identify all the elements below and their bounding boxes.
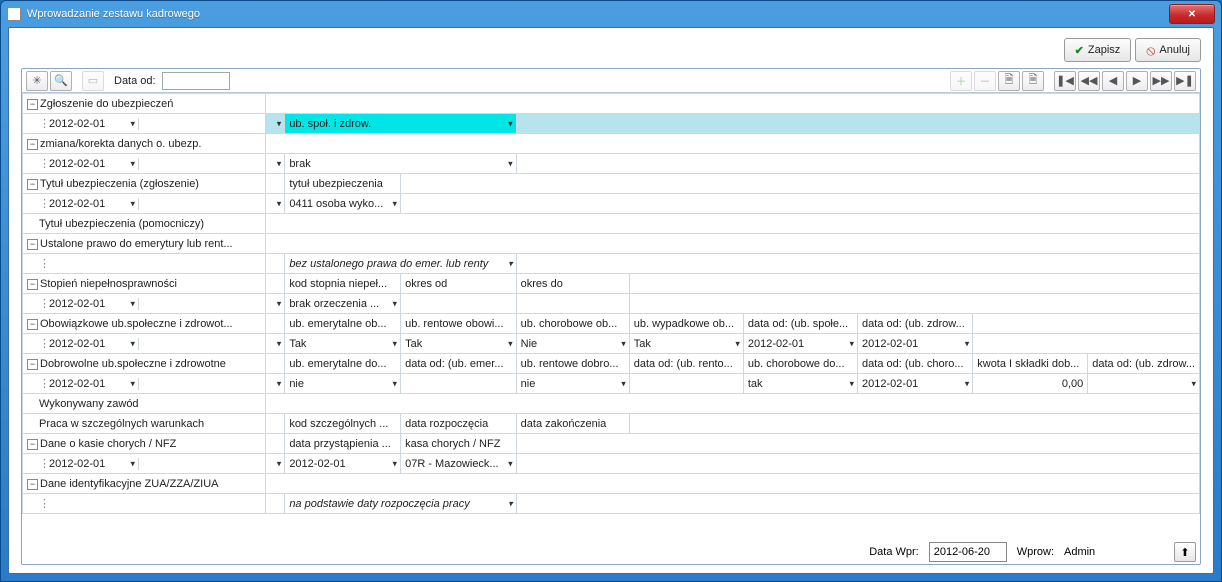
remove-icon[interactable]: － [974,71,996,91]
panel-footer: Data Wpr: 2012-06-20 Wprow: Admin ⬆ [22,536,1200,564]
data-row: ⋮2012-02-01 brak orzeczenia ... [23,294,1200,314]
section-row: −Dobrowolne ub.społeczne i zdrowotne ub.… [23,354,1200,374]
data-row: ⋮ na podstawie daty rozpoczęcia pracy [23,494,1200,514]
section-row: −Ustalone prawo do emerytury lub rent... [23,234,1200,254]
value-cell[interactable]: ub. społ. i zdrow. [285,114,516,134]
section-row: −zmiana/korekta danych o. ubezp. [23,134,1200,154]
wprow-label: Wprow: [1017,546,1054,558]
section-row: Tytuł ubezpieczenia (pomocniczy) [23,214,1200,234]
window-frame: Wprowadzanie zestawu kadrowego ✕ ✔ Zapis… [0,0,1222,582]
titlebar[interactable]: Wprowadzanie zestawu kadrowego ✕ [1,1,1221,27]
zoom-icon[interactable]: 🔍 [50,71,72,91]
save-label: Zapisz [1088,44,1120,56]
cancel-label: Anuluj [1159,44,1190,56]
nav-last[interactable]: ▶❚ [1174,71,1196,91]
data-row: ⋮2012-02-01 brak [23,154,1200,174]
action-bar: ✔ Zapisz ⦸ Anuluj [21,38,1201,62]
section-row: −Dane o kasie chorych / NFZ data przystą… [23,434,1200,454]
wprow-value: Admin [1064,546,1124,558]
data-wpr-label: Data Wpr: [869,546,919,558]
data-grid[interactable]: −Zgłoszenie do ubezpieczeń ⋮2012-02-01 u… [22,93,1200,536]
data-row: ⋮2012-02-01 0411 osoba wyko... [23,194,1200,214]
data-wpr-input[interactable]: 2012-06-20 [929,542,1007,562]
nav-nextpage[interactable]: ▶▶ [1150,71,1172,91]
dropdown[interactable] [266,114,285,134]
date-from-label: Data od: [114,75,156,87]
section-row: Praca w szczególnych warunkach kod szcze… [23,414,1200,434]
prohibit-icon: ⦸ [1146,42,1155,59]
section-label[interactable]: −Zgłoszenie do ubezpieczeń [23,94,266,114]
nav-prevpage[interactable]: ◀◀ [1078,71,1100,91]
section-row: −Dane identyfikacyjne ZUA/ZZA/ZIUA [23,474,1200,494]
cancel-button[interactable]: ⦸ Anuluj [1135,38,1201,62]
settings-icon[interactable]: ✳ [26,71,48,91]
section-row: −Tytuł ubezpieczenia (zgłoszenie) tytuł … [23,174,1200,194]
date-cell[interactable]: 2012-02-01 [49,118,139,130]
add-icon[interactable]: ＋ [950,71,972,91]
client-area: ✔ Zapisz ⦸ Anuluj ✳ 🔍 ▭ Data od: ＋ － 🗎 🗎 [8,27,1214,574]
section-row: Wykonywany zawód [23,394,1200,414]
data-row: ⋮ bez ustalonego prawa do emer. lub rent… [23,254,1200,274]
data-row: ⋮2012-02-01 ub. społ. i zdrow. [23,114,1200,134]
page-icon-2[interactable]: 🗎 [1022,71,1044,91]
nav-next[interactable]: ▶ [1126,71,1148,91]
window-title: Wprowadzanie zestawu kadrowego [27,8,1169,20]
scroll-up-button[interactable]: ⬆ [1174,542,1196,562]
nav-first[interactable]: ❚◀ [1054,71,1076,91]
data-row: ⋮2012-02-01 Tak Tak Nie Tak 2012-02-01 2… [23,334,1200,354]
date-from-input[interactable] [162,72,230,90]
close-button[interactable]: ✕ [1169,4,1215,24]
section-row: −Stopień niepełnosprawności kod stopnia … [23,274,1200,294]
card-icon: ▭ [82,71,104,91]
data-row: ⋮2012-02-01 nie nie tak 2012-02-01 0,00 [23,374,1200,394]
panel-toolbar: ✳ 🔍 ▭ Data od: ＋ － 🗎 🗎 ❚◀ ◀◀ ◀ ▶ ▶▶ ▶❚ [22,69,1200,93]
check-icon: ✔ [1075,44,1084,57]
page-icon-1[interactable]: 🗎 [998,71,1020,91]
nav-prev[interactable]: ◀ [1102,71,1124,91]
app-icon [7,7,21,21]
save-button[interactable]: ✔ Zapisz [1064,38,1132,62]
section-row: −Obowiązkowe ub.społeczne i zdrowot... u… [23,314,1200,334]
section-row: −Zgłoszenie do ubezpieczeń [23,94,1200,114]
grid-panel: ✳ 🔍 ▭ Data od: ＋ － 🗎 🗎 ❚◀ ◀◀ ◀ ▶ ▶▶ ▶❚ [21,68,1201,565]
data-row: ⋮2012-02-01 2012-02-01 07R - Mazowieck..… [23,454,1200,474]
